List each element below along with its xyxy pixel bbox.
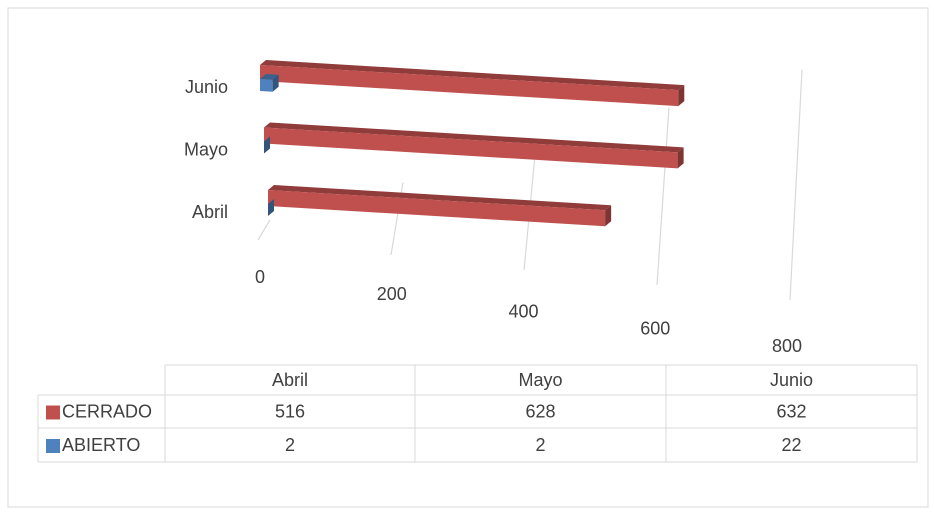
bar-face [272, 74, 279, 92]
legend-key [46, 405, 60, 420]
table-cell: 516 [275, 401, 305, 421]
y-tick-label: Abril [192, 202, 228, 222]
x-tick-label: 0 [255, 267, 265, 287]
bar-face [264, 122, 684, 153]
bar-face [268, 190, 606, 227]
table-header: Mayo [518, 370, 562, 390]
table-cell: 628 [525, 401, 555, 421]
table-header: Abril [272, 370, 308, 390]
bar-face [260, 79, 273, 92]
table-cell: 2 [285, 435, 295, 455]
bar-face [677, 147, 684, 169]
bar [268, 185, 612, 227]
x-tick-label: 400 [508, 301, 538, 321]
bar [260, 60, 685, 107]
legend-label: CERRADO [62, 401, 152, 421]
bar-face [260, 65, 679, 107]
bar [264, 122, 684, 169]
bar-face [264, 127, 678, 169]
bar-face [260, 74, 279, 80]
bar-face [678, 85, 685, 107]
bar-face [268, 185, 612, 211]
bar [268, 199, 274, 216]
bar-face [605, 205, 612, 227]
bar [260, 74, 279, 92]
grid-line [789, 69, 803, 301]
legend-label: ABIERTO [62, 435, 140, 455]
y-tick-label: Mayo [184, 139, 228, 159]
bar-face [260, 60, 685, 91]
table-cell: 22 [781, 435, 801, 455]
bar [264, 136, 270, 154]
table-cell: 2 [535, 435, 545, 455]
x-tick-label: 600 [640, 319, 670, 339]
grid-line [656, 107, 670, 286]
x-tick-label: 800 [772, 336, 802, 356]
bar-face [264, 136, 270, 154]
table-header: Junio [770, 370, 813, 390]
legend-key [46, 439, 60, 453]
table-cell: 632 [776, 401, 806, 421]
bar-face [268, 199, 274, 216]
y-tick-label: Junio [185, 77, 228, 97]
x-tick-label: 200 [377, 284, 407, 304]
axis-floor [257, 219, 271, 241]
